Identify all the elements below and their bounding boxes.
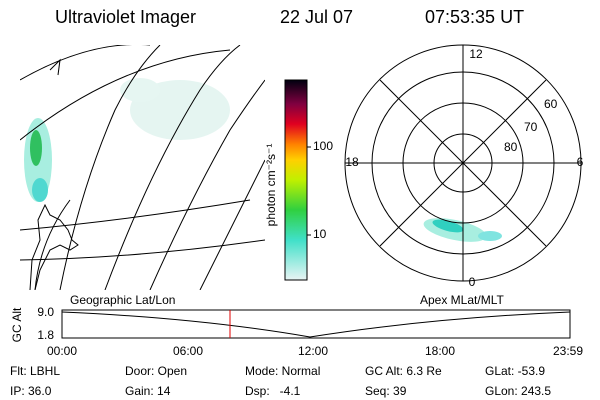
colorbar-label: photon cm⁻²s⁻¹ <box>264 144 278 227</box>
timeline-label: Geographic Lat/Lon <box>70 293 175 307</box>
footer-field: Dsp: -4.1 <box>245 384 301 398</box>
footer-field: Mode: Normal <box>245 364 320 378</box>
map-panel <box>20 45 265 290</box>
footer-field: Flt: LBHL <box>10 364 60 378</box>
polar-plot: 12 18 6 0 60 70 80 <box>344 44 584 289</box>
footer-field: Door: Open <box>125 364 187 378</box>
mlt-label: 12 <box>469 47 483 61</box>
x-tick-label: 12:00 <box>298 344 328 358</box>
mlt-label: 0 <box>469 275 476 289</box>
title: Ultraviolet Imager <box>55 7 196 27</box>
footer-field: IP: 36.0 <box>10 384 52 398</box>
footer-field: Gain: 14 <box>125 384 171 398</box>
x-tick-label: 23:59 <box>553 344 583 358</box>
x-tick-label: 06:00 <box>173 344 203 358</box>
y-tick-label: 1.8 <box>37 328 54 342</box>
footer: Flt: LBHL Door: Open Mode: Normal GC Alt: 6… <box>10 364 551 398</box>
date: 22 Jul 07 <box>280 7 353 27</box>
timeline-label: Apex MLat/MLT <box>420 293 504 307</box>
footer-field: GLat: -53.9 <box>485 364 545 378</box>
y-label: GC Alt <box>10 307 24 342</box>
mlt-label: 18 <box>345 155 359 169</box>
time: 07:53:35 UT <box>425 7 524 27</box>
mlt-label: 6 <box>577 155 584 169</box>
lat-label: 60 <box>544 97 558 111</box>
colorbar-tick: 10 <box>313 227 327 241</box>
colorbar-tick: 100 <box>313 139 333 153</box>
lat-label: 80 <box>504 140 518 154</box>
colorbar <box>284 79 308 281</box>
x-tick-label: 00:00 <box>47 344 77 358</box>
timeline: Geographic Lat/Lon Apex MLat/MLT GC Alt … <box>10 293 583 358</box>
lat-label: 70 <box>524 120 538 134</box>
footer-field: GC Alt: 6.3 Re <box>365 364 442 378</box>
x-tick-label: 18:00 <box>425 344 455 358</box>
footer-field: GLon: 243.5 <box>485 384 551 398</box>
footer-field: Seq: 39 <box>365 384 407 398</box>
y-tick-label: 9.0 <box>37 305 54 319</box>
